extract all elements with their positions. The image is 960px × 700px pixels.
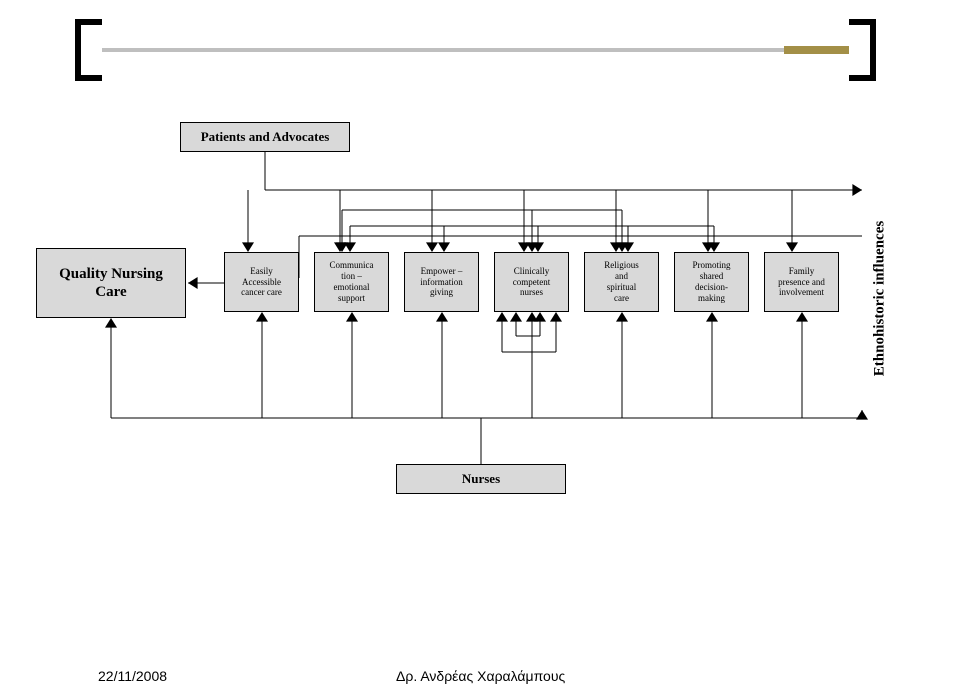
box-easily-accessible: EasilyAccessiblecancer care: [224, 252, 299, 312]
b5-label: Religiousandspiritualcare: [604, 260, 639, 303]
b6-label: Promotingshareddecision-making: [692, 260, 730, 303]
quality-label: Quality NursingCare: [59, 265, 163, 301]
box-clinically-competent: Clinicallycompetentnurses: [494, 252, 569, 312]
box-family-presence: Familypresence andinvolvement: [764, 252, 839, 312]
b2-label: Communication –emotionalsupport: [330, 260, 374, 303]
patients-label: Patients and Advocates: [201, 129, 330, 145]
patients-advocates-box: Patients and Advocates: [180, 122, 350, 152]
ethnohistoric-label: Ethnohistoric influences: [872, 199, 889, 399]
footer-date: 22/11/2008: [98, 668, 167, 684]
b3-label: Empower –informationgiving: [420, 266, 463, 298]
b7-label: Familypresence andinvolvement: [778, 266, 825, 298]
box-religious-spiritual: Religiousandspiritualcare: [584, 252, 659, 312]
nurses-label: Nurses: [462, 471, 500, 487]
b4-label: Clinicallycompetentnurses: [513, 266, 551, 298]
quality-nursing-care-box: Quality NursingCare: [36, 248, 186, 318]
footer-author: Δρ. Ανδρέας Χαραλάμπους: [396, 668, 565, 684]
box-empower: Empower –informationgiving: [404, 252, 479, 312]
box-promoting-shared: Promotingshareddecision-making: [674, 252, 749, 312]
box-communication: Communication –emotionalsupport: [314, 252, 389, 312]
b1-label: EasilyAccessiblecancer care: [241, 266, 282, 298]
nurses-box: Nurses: [396, 464, 566, 494]
